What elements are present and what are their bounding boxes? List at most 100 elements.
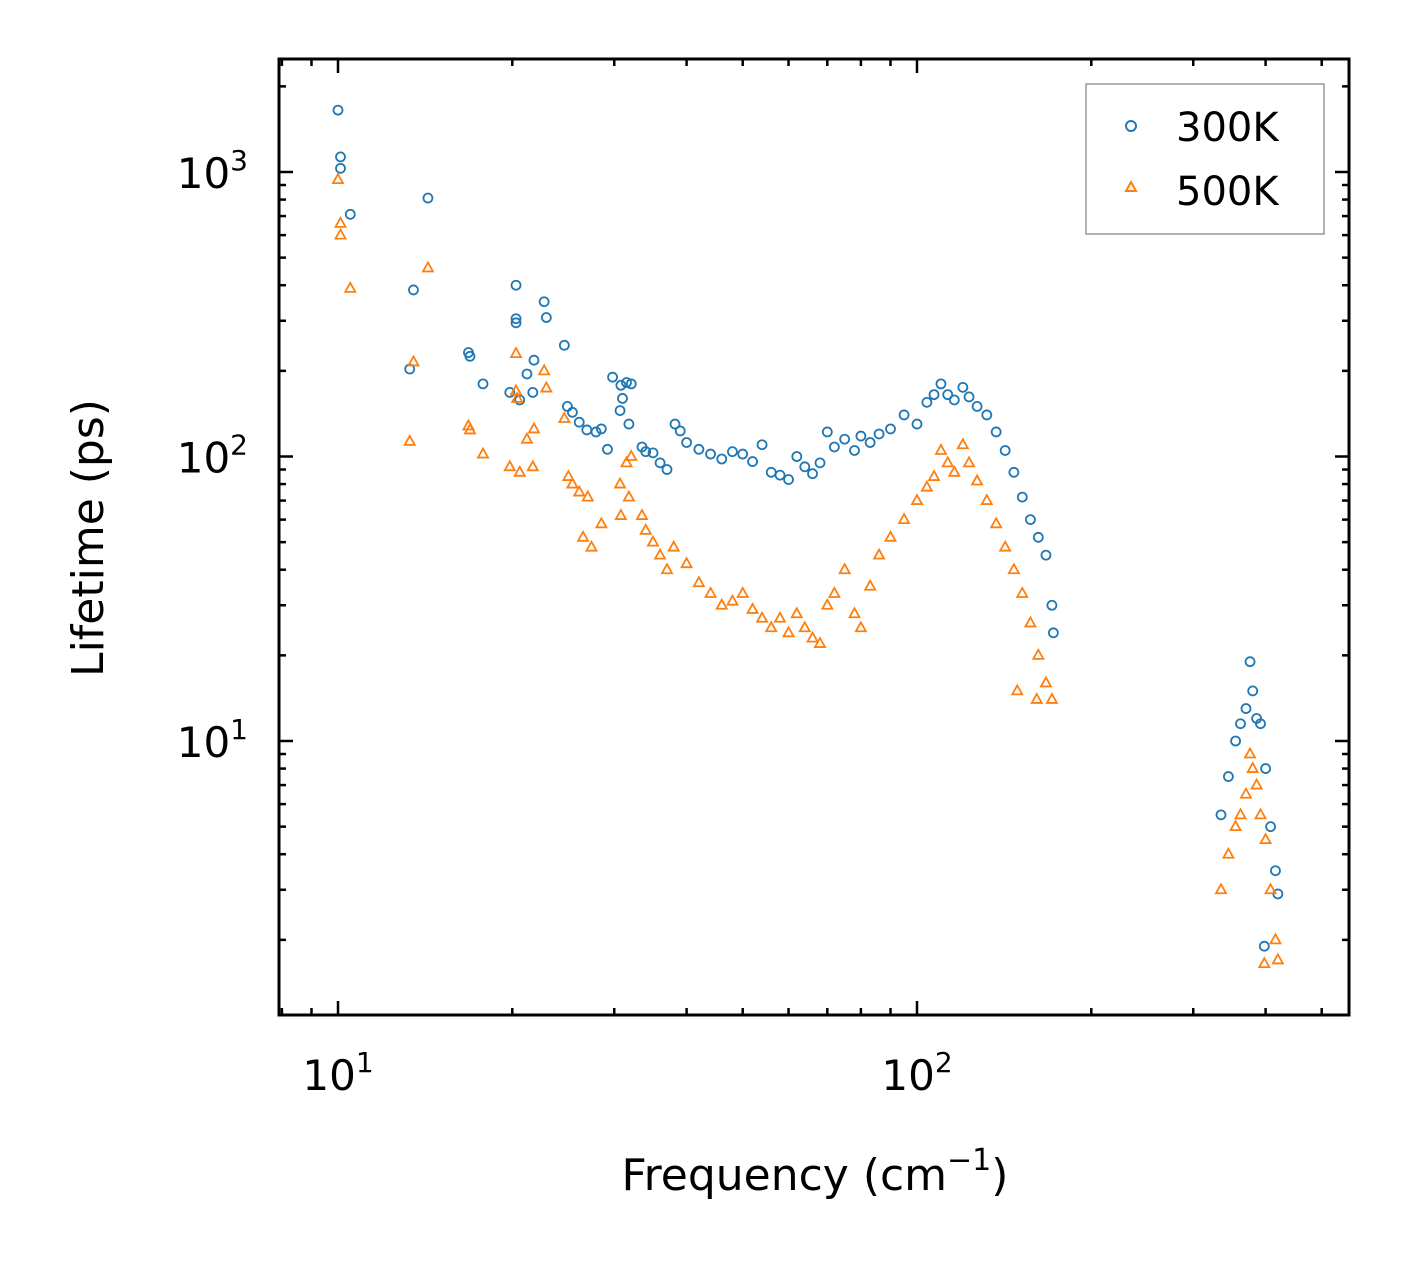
- point-300k: [607, 371, 618, 383]
- y-tick-label: 102: [177, 429, 248, 483]
- point-500k: [920, 479, 934, 492]
- point-300k: [647, 447, 659, 459]
- point-500k: [520, 431, 534, 444]
- point-500k: [1271, 952, 1285, 965]
- point-300k: [590, 426, 602, 438]
- point-300k: [681, 437, 692, 448]
- point-500k: [1214, 882, 1228, 895]
- point-300k: [1222, 771, 1234, 782]
- point-500k: [594, 516, 608, 529]
- point-500k: [863, 578, 877, 591]
- point-300k: [540, 312, 552, 323]
- point-500k: [1031, 648, 1045, 660]
- point-500k: [725, 593, 739, 606]
- point-500k: [813, 636, 827, 648]
- point-500k: [333, 215, 348, 228]
- point-500k: [584, 539, 598, 552]
- point-500k: [897, 512, 911, 525]
- point-300k: [1244, 656, 1256, 668]
- legend: 300K 500K: [1085, 83, 1325, 235]
- point-300k: [510, 279, 522, 291]
- point-300k: [477, 378, 489, 390]
- point-500k: [1259, 832, 1273, 845]
- point-500k: [746, 602, 760, 614]
- point-500k: [1039, 675, 1053, 688]
- axis-ticks: [279, 59, 1349, 1015]
- point-500k: [962, 455, 976, 468]
- point-300k: [814, 457, 826, 469]
- point-300k: [614, 405, 626, 416]
- y-tick-label: 101: [177, 713, 248, 767]
- legend-marker-300k: [1125, 120, 1137, 132]
- point-500k: [755, 610, 769, 623]
- point-500k: [1045, 692, 1059, 704]
- point-500k: [639, 523, 653, 535]
- point-500k: [1268, 932, 1282, 945]
- point-300k: [828, 441, 840, 453]
- point-500k: [934, 443, 948, 455]
- point-300k: [839, 433, 851, 445]
- point-300k: [873, 428, 885, 440]
- point-500k: [998, 539, 1012, 552]
- point-500k: [653, 547, 667, 560]
- y-axis-label: Lifetime (ps): [63, 399, 114, 677]
- point-500k: [989, 516, 1003, 529]
- point-300k: [911, 418, 923, 430]
- point-500k: [872, 547, 886, 560]
- point-500k: [1253, 807, 1268, 820]
- y-tick-label: 103: [177, 144, 248, 198]
- point-500k: [941, 455, 955, 468]
- point-300k: [1258, 940, 1270, 952]
- point-300k: [774, 469, 786, 481]
- plot-frame: [277, 57, 1351, 1017]
- point-500k: [624, 449, 638, 461]
- point-500k: [1007, 562, 1021, 575]
- point-500k: [736, 586, 750, 598]
- point-300k: [1016, 491, 1028, 503]
- point-500k: [847, 606, 862, 619]
- point-500k: [790, 606, 804, 619]
- point-300k: [344, 208, 356, 220]
- point-500k: [764, 620, 778, 633]
- point-300k: [921, 396, 933, 408]
- point-300k: [1260, 763, 1271, 774]
- point-300k: [1047, 627, 1059, 639]
- point-500k: [1246, 761, 1260, 773]
- plot-area: [331, 104, 1285, 969]
- point-500k: [635, 508, 649, 520]
- point-500k: [1030, 692, 1044, 704]
- point-300k: [528, 354, 540, 366]
- point-500k: [854, 620, 868, 633]
- point-300k: [661, 464, 673, 475]
- point-300k: [747, 456, 758, 467]
- point-300k: [990, 426, 1002, 438]
- x-axis-label: Frequency (cm−1): [622, 1143, 1009, 1201]
- point-500k: [527, 421, 541, 434]
- point-500k: [646, 534, 660, 547]
- point-500k: [565, 476, 579, 489]
- point-300k: [514, 394, 526, 406]
- point-500k: [614, 508, 628, 520]
- point-300k: [727, 446, 738, 458]
- point-300k: [573, 416, 585, 428]
- point-300k: [756, 439, 768, 451]
- point-500k: [1015, 586, 1029, 598]
- series-300k: [332, 104, 1284, 952]
- point-500k: [333, 227, 348, 240]
- point-300k: [885, 423, 896, 435]
- point-500k: [510, 391, 524, 403]
- point-500k: [692, 575, 706, 588]
- point-500k: [476, 446, 490, 459]
- tick-labels: 101 102 101 102 103: [177, 144, 953, 1100]
- point-500k: [613, 476, 627, 489]
- point-500k: [805, 630, 820, 643]
- point-300k: [716, 453, 728, 465]
- series-500k: [331, 172, 1285, 969]
- point-500k: [1250, 777, 1264, 790]
- point-500k: [667, 539, 681, 552]
- point-500k: [782, 625, 796, 638]
- point-300k: [1032, 531, 1044, 543]
- point-500k: [1023, 615, 1037, 628]
- point-500k: [660, 562, 674, 575]
